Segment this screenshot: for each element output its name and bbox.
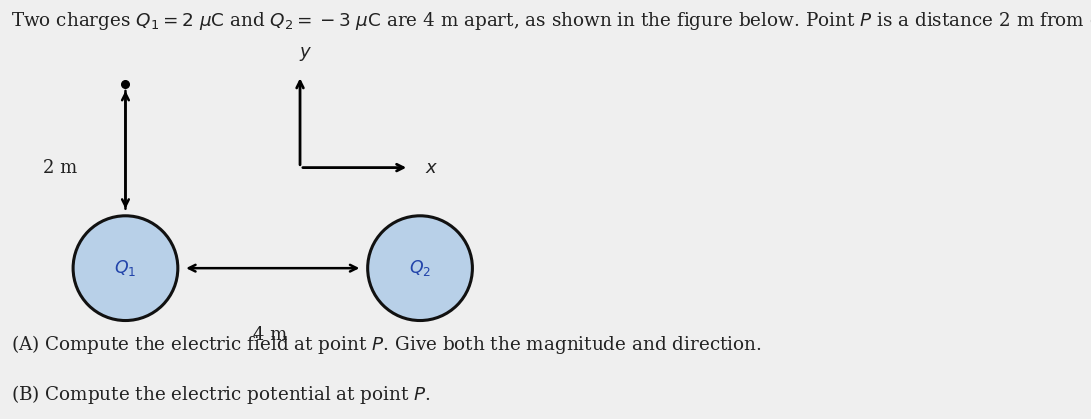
Text: $x$: $x$ bbox=[425, 159, 439, 176]
Ellipse shape bbox=[368, 216, 472, 321]
Text: 2 m: 2 m bbox=[43, 159, 77, 176]
Text: 4 m: 4 m bbox=[253, 326, 288, 344]
Text: (B) Compute the electric potential at point $P$.: (B) Compute the electric potential at po… bbox=[11, 383, 431, 406]
Ellipse shape bbox=[73, 216, 178, 321]
Text: (A) Compute the electric field at point $P$. Give both the magnitude and directi: (A) Compute the electric field at point … bbox=[11, 333, 762, 356]
Text: Two charges $Q_1 = 2~\mu\mathrm{C}$ and $Q_2 = -3~\mu\mathrm{C}$ are 4 m apart, : Two charges $Q_1 = 2~\mu\mathrm{C}$ and … bbox=[11, 10, 1091, 33]
Text: $Q_2$: $Q_2$ bbox=[409, 258, 431, 278]
Text: $y$: $y$ bbox=[299, 45, 312, 63]
Text: $Q_1$: $Q_1$ bbox=[115, 258, 136, 278]
